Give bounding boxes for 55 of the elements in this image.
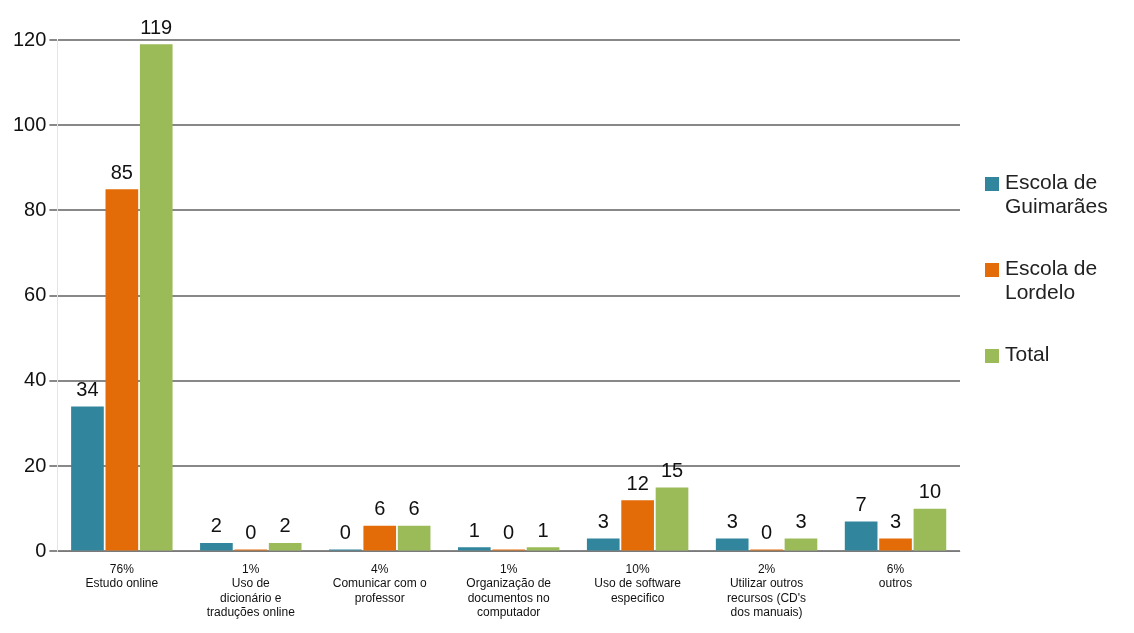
data-label: 12 (626, 471, 649, 494)
data-label: 3 (726, 510, 738, 533)
data-label: 1 (537, 518, 549, 541)
bar (139, 44, 173, 551)
bar (200, 542, 233, 551)
bar (268, 542, 302, 551)
data-label: 10 (918, 480, 942, 503)
x-tick-label: 2% Utilizar outros recursos (CD's dos manuais) (727, 561, 807, 620)
data-label: 34 (76, 378, 99, 401)
data-label: 3 (889, 510, 902, 533)
bar (621, 500, 654, 551)
data-label: 3 (795, 510, 807, 533)
bar (526, 547, 560, 551)
data-label: 2 (279, 514, 291, 537)
bar (784, 538, 818, 551)
bar (655, 487, 689, 551)
bar (397, 525, 431, 551)
bar (913, 508, 947, 551)
data-label: 0 (339, 520, 351, 543)
data-label: 1 (468, 518, 480, 541)
x-tick-label: 1% Uso de dicionário e traduções online (206, 561, 296, 620)
data-label: 3 (597, 510, 609, 533)
bar (715, 538, 749, 551)
bar (457, 547, 491, 551)
data-label: 15 (660, 458, 684, 481)
data-label: 2 (210, 514, 222, 537)
data-label: 6 (408, 497, 420, 520)
y-tick-label: 80 (24, 197, 47, 220)
bar (363, 525, 397, 551)
data-label: 0 (245, 520, 257, 543)
y-tick-label: 40 (24, 368, 47, 391)
data-label: 0 (761, 520, 773, 543)
legend-label: Total (1005, 342, 1050, 366)
bar (879, 538, 912, 551)
x-tick-label: 4% Comunicar com o professor (332, 561, 428, 605)
bar (105, 189, 139, 551)
data-label: 7 (855, 493, 867, 516)
data-label: 119 (140, 15, 173, 38)
bar (586, 538, 620, 551)
data-label: 0 (503, 520, 515, 543)
data-label: 6 (374, 497, 386, 520)
bar (844, 521, 878, 551)
y-tick-label: 0 (35, 538, 47, 561)
y-tick-label: 100 (12, 112, 47, 135)
legend-label: Escola de Lordelo (1005, 256, 1099, 304)
y-tick-label: 20 (24, 453, 47, 476)
x-tick-label: 10% Uso de software especifico (594, 561, 682, 605)
data-label: 85 (110, 160, 133, 183)
x-tick-label: 1% Organização de documentos no computador (466, 561, 552, 620)
bar (71, 406, 104, 551)
x-tick-label: 76% Estudo online (85, 561, 159, 591)
legend-label: Escola de Guimarães (1005, 170, 1109, 218)
x-tick-label: 6% outros (878, 561, 913, 591)
y-tick-label: 120 (12, 27, 47, 50)
y-tick-label: 60 (24, 283, 47, 306)
